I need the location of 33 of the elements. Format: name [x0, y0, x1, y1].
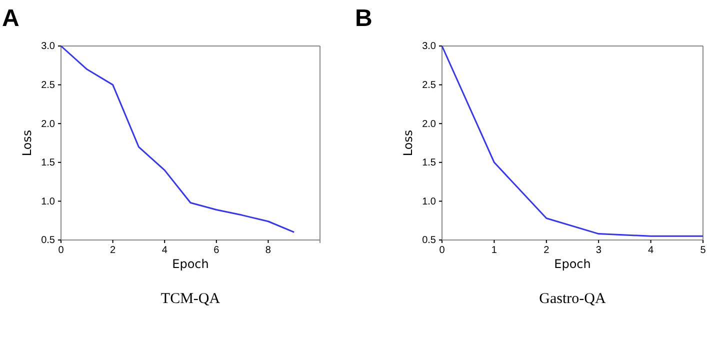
chart-title: B	[355, 5, 372, 32]
y-tick-label: 1.0	[422, 196, 436, 208]
x-tick-label: 2	[544, 245, 550, 256]
text: TCM-QA	[160, 291, 220, 307]
y-tick-label: 1.5	[41, 158, 56, 169]
y-tick-label: 2.0	[422, 118, 436, 130]
y-tick-label: 2.5	[41, 80, 56, 91]
y-axis-title: Loss	[401, 130, 415, 156]
y-tick-label: 3.0	[41, 41, 56, 52]
x-tick-label: 5	[700, 245, 706, 256]
y-tick-label: 1.5	[422, 158, 436, 169]
x-tick-label: 1	[491, 245, 498, 256]
y-tick-label: 1.0	[41, 196, 56, 208]
y-axis-title: Loss	[20, 130, 34, 156]
chart-title: A	[2, 5, 20, 32]
x-tick-label: 4	[648, 245, 654, 256]
line-series	[60, 45, 295, 233]
y-tick-label: 2.5	[422, 80, 436, 91]
x-tick-label: 8	[265, 245, 272, 256]
x-tick-label: 4	[162, 245, 168, 256]
x-axis-title: Epoch	[554, 257, 591, 271]
y-tick-label: 3.0	[422, 41, 436, 52]
y-tick-label: 0.5	[41, 235, 56, 246]
line-series	[441, 45, 704, 237]
x-tick-label: 2	[110, 245, 116, 256]
y-tick-label: 0.5	[422, 235, 436, 246]
x-axis-title: Epoch	[172, 257, 209, 271]
x-tick-label: 3	[596, 245, 602, 256]
x-tick-label: 6	[214, 245, 220, 256]
x-tick-label: 0	[58, 245, 64, 256]
y-tick-label: 2.0	[41, 118, 56, 130]
x-tick-label: 0	[439, 245, 446, 256]
text: Gastro-QA	[539, 291, 606, 307]
